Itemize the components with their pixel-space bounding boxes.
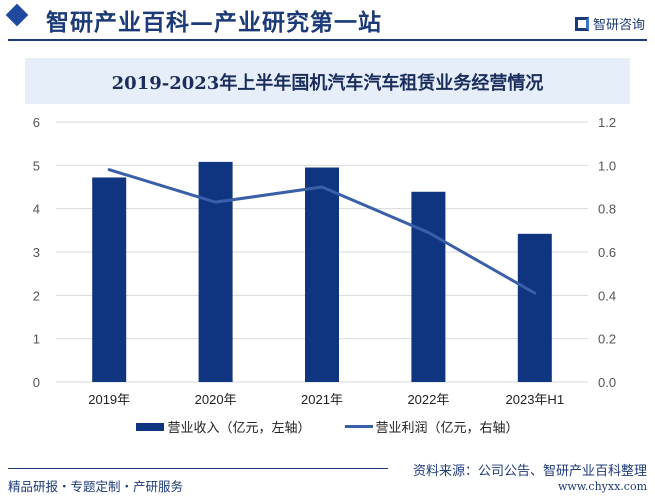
- legend-swatch-bar: [136, 422, 165, 431]
- y-left-tick-label: 0: [33, 375, 40, 390]
- y-right-tick-label: 0.2: [598, 332, 616, 347]
- source-note: 资料来源：公司公告、智研产业百科整理: [412, 464, 647, 479]
- y-left-tick-label: 6: [33, 115, 40, 130]
- x-tick-label: 2023年H1: [506, 392, 565, 407]
- x-tick-label: 2021年: [301, 392, 343, 407]
- footer-tagline: 精品研报・专题定制・产研服务: [8, 479, 184, 494]
- logo-text: 智研咨询: [592, 18, 645, 33]
- y-right-tick-label: 1.2: [598, 115, 616, 130]
- bar: [92, 177, 127, 382]
- website-url: www.chyxx.com: [557, 480, 647, 493]
- line-point: [320, 185, 324, 189]
- line-point: [426, 231, 430, 234]
- title-banner: 2019-2023年上半年国机汽车汽车租赁业务经营情况: [25, 58, 630, 104]
- header-divider: [8, 39, 647, 41]
- bar: [305, 167, 339, 382]
- bar: [517, 233, 552, 382]
- x-tick-label: 2019年: [88, 392, 130, 407]
- legend-label: 营业利润（亿元，右轴）: [375, 421, 519, 436]
- logo-icon: [574, 16, 589, 31]
- y-right-tick-label: 0.4: [598, 288, 616, 303]
- brand-logo: 智研咨询: [574, 14, 645, 33]
- line-point: [214, 200, 218, 204]
- y-left-tick-label: 1: [33, 332, 40, 347]
- x-tick-label: 2022年: [407, 392, 449, 407]
- y-right-tick-label: 0.0: [598, 375, 616, 390]
- chart: 0 0.0 1 0.2 2 0.4 3 0.6 4 0.8 5 1.0 6 1.2 2019年 2020年 20…: [33, 115, 616, 407]
- legend-swatch-line: [344, 425, 373, 428]
- y-left-tick-label: 2: [33, 288, 40, 303]
- bar: [198, 161, 233, 382]
- footer-divider: [8, 468, 388, 469]
- x-tick-label: 2020年: [195, 392, 237, 407]
- y-right-tick-label: 1.0: [598, 158, 616, 173]
- y-left-tick-label: 4: [33, 202, 40, 217]
- y-left-tick-label: 3: [33, 245, 40, 260]
- legend-item-profit: 营业利润（亿元，右轴）: [344, 417, 519, 436]
- y-left-tick-label: 5: [33, 158, 40, 173]
- line-point: [107, 168, 111, 172]
- header-title: 智研产业百科—产业研究第一站: [46, 9, 382, 36]
- legend: 营业收入（亿元，左轴） 营业利润（亿元，右轴）: [0, 417, 655, 436]
- legend-label: 营业收入（亿元，左轴）: [167, 421, 311, 436]
- y-right-tick-label: 0.6: [598, 245, 616, 260]
- y-right-tick-label: 0.8: [598, 202, 616, 217]
- bar: [411, 191, 446, 382]
- line-point: [533, 291, 537, 295]
- legend-item-revenue: 营业收入（亿元，左轴）: [136, 417, 311, 436]
- chart-title: 2019-2023年上半年国机汽车汽车租赁业务经营情况: [111, 73, 544, 94]
